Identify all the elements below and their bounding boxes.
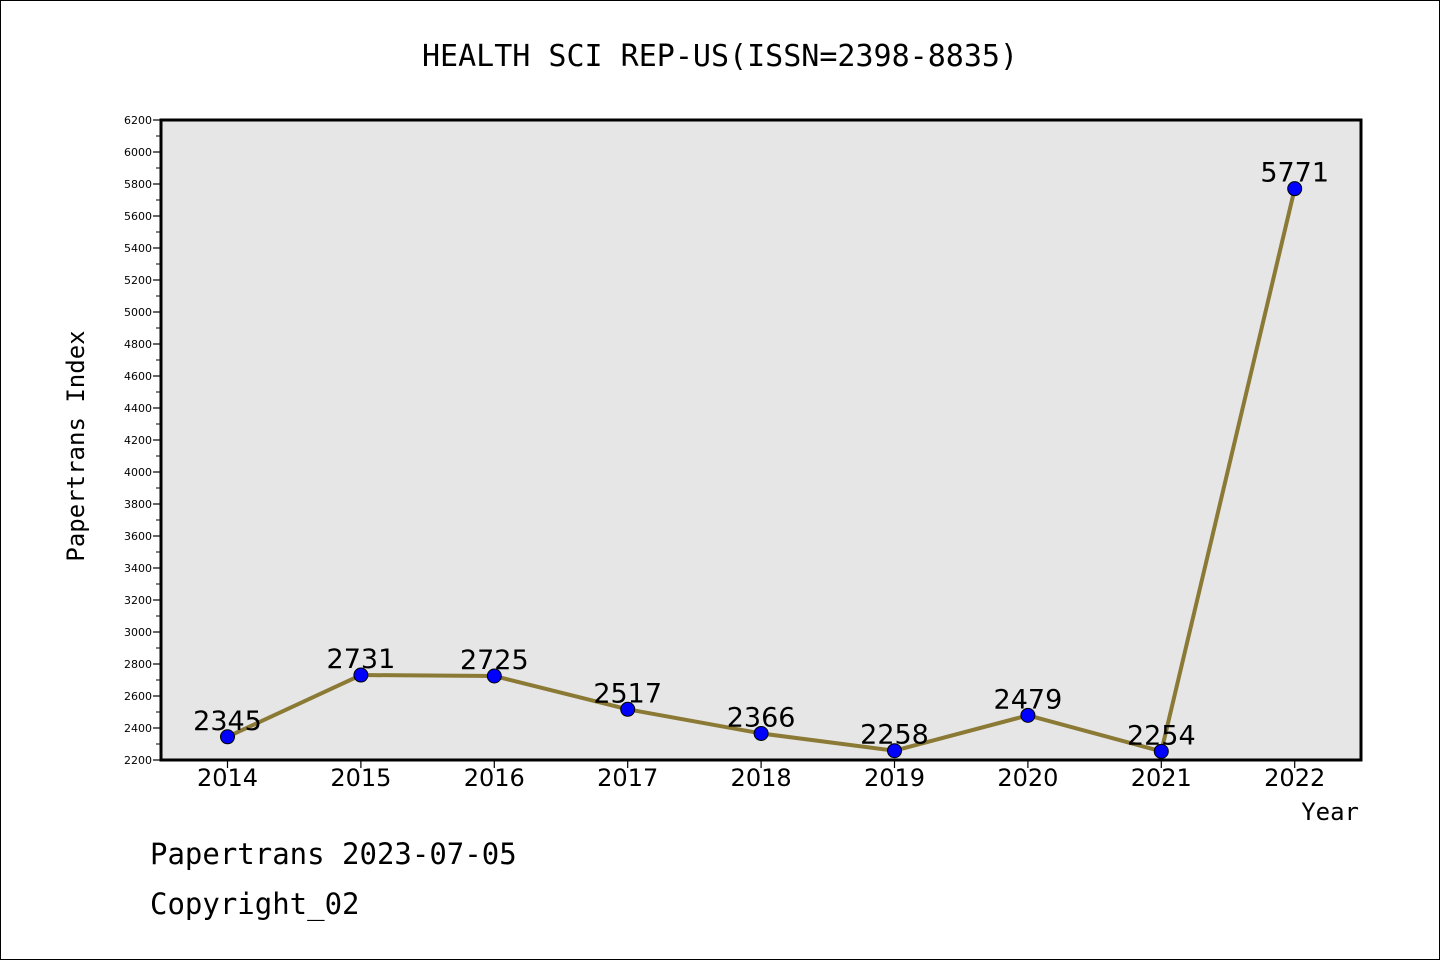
y-tick-label: 2800 [124, 658, 152, 671]
x-tick-label: 2022 [1264, 764, 1325, 792]
y-tick-label: 5200 [124, 274, 152, 287]
x-axis-label: Year [1301, 798, 1359, 826]
y-tick-label: 3400 [124, 562, 152, 575]
x-tick-label: 2020 [997, 764, 1058, 792]
x-tick-label: 2017 [597, 764, 658, 792]
data-point [1287, 181, 1303, 197]
data-label: 5771 [1260, 158, 1329, 189]
y-tick-label: 5600 [124, 210, 152, 223]
y-tick-label: 5000 [124, 306, 152, 319]
data-series: 2345 2731 2725 2517 2366 2258 2479 2254 5771 [193, 158, 1329, 759]
y-tick-label: 3200 [124, 594, 152, 607]
data-label: 2366 [727, 702, 796, 733]
data-label: 2517 [593, 678, 662, 709]
chart-title: HEALTH SCI REP-US(ISSN=2398-8835) [422, 39, 1018, 74]
plot-area [161, 120, 1361, 760]
plot-frame [159, 118, 1363, 762]
x-axis-ticks: 2014 2015 2016 2017 2018 2019 2020 2021 2022 [197, 760, 1325, 792]
data-label: 2731 [327, 644, 396, 675]
data-label: 2254 [1127, 720, 1196, 751]
y-tick-label: 4000 [124, 466, 152, 479]
data-point [887, 743, 902, 759]
y-tick-label: 6200 [124, 114, 152, 127]
y-tick-label: 3800 [124, 498, 152, 511]
x-tick-label: 2015 [330, 764, 391, 792]
data-point [353, 667, 369, 683]
y-tick-label: 2400 [124, 722, 152, 735]
data-label: 2345 [193, 706, 262, 737]
data-point [753, 725, 769, 741]
data-point [1020, 707, 1036, 723]
y-tick-label: 4400 [124, 402, 152, 415]
footer-copyright: Copyright_02 [150, 887, 360, 922]
data-point [1153, 743, 1169, 759]
x-tick-label: 2021 [1131, 764, 1192, 792]
x-tick-label: 2019 [864, 764, 925, 792]
y-axis-label: Papertrans Index [62, 330, 90, 561]
y-tick-label: 6000 [124, 146, 152, 159]
y-tick-label: 5800 [124, 178, 152, 191]
y-tick-label: 5400 [124, 242, 152, 255]
y-tick-label: 2200 [124, 754, 152, 767]
data-label: 2479 [994, 684, 1063, 715]
y-tick-label: 4800 [124, 338, 152, 351]
y-tick-label: 3600 [124, 530, 152, 543]
x-tick-label: 2016 [464, 764, 525, 792]
y-tick-label: 2600 [124, 690, 152, 703]
x-tick-label: 2014 [197, 764, 258, 792]
footer-date: Papertrans 2023-07-05 [150, 837, 517, 871]
data-point [220, 729, 235, 745]
y-tick-label: 4200 [124, 434, 152, 447]
y-tick-label: 3000 [124, 626, 152, 639]
data-label: 2725 [460, 645, 529, 676]
data-label: 2258 [860, 720, 929, 751]
data-point [486, 668, 502, 684]
data-point [620, 701, 636, 717]
y-tick-label: 4600 [124, 370, 152, 383]
x-tick-label: 2018 [731, 764, 792, 792]
